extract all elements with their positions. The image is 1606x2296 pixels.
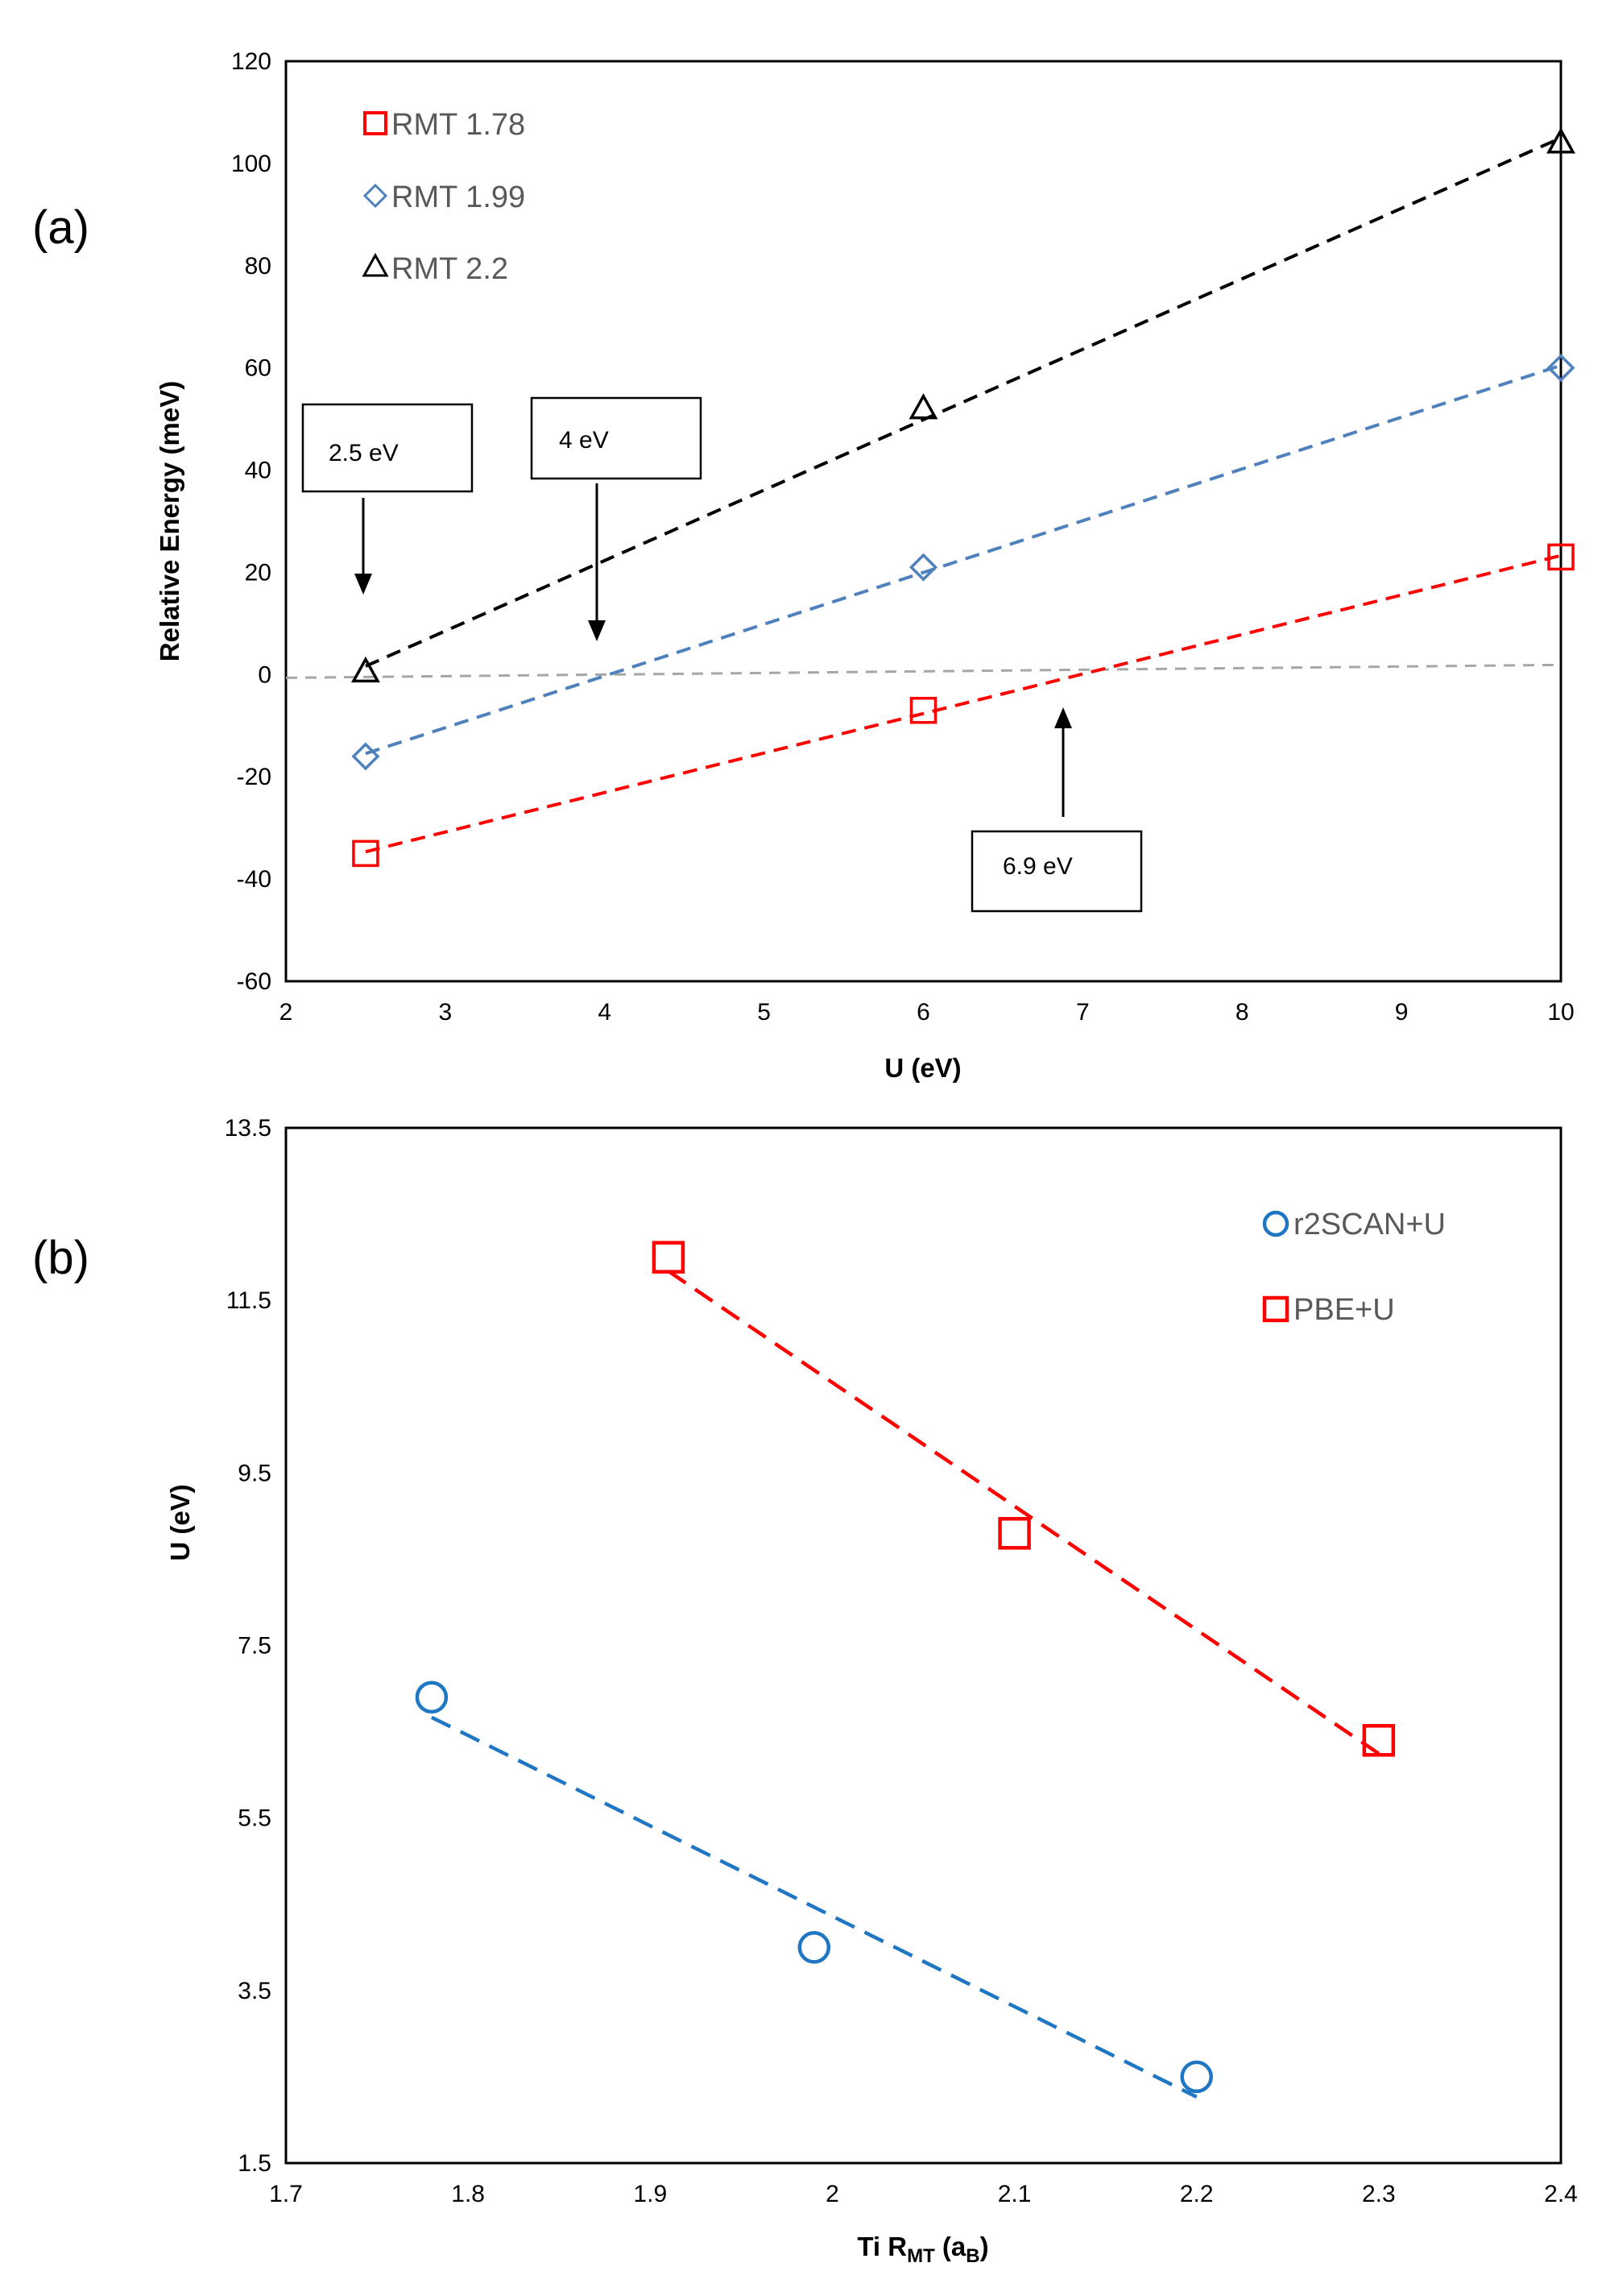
panel-b-label: (b) xyxy=(32,1232,89,1284)
data-point xyxy=(1546,354,1575,383)
panel-b-y-axis-title: U (eV) xyxy=(165,1484,195,1560)
trend-line-pbe-u xyxy=(667,1270,1380,1755)
data-point xyxy=(351,742,380,771)
panel-a-data-points xyxy=(350,127,1575,868)
panel-b-x-axis-title: Ti RMT (aB) xyxy=(857,2232,988,2267)
legend-marker-rmt-2-2 xyxy=(362,252,389,277)
panel-a-y-axis-title: Relative Energy (meV) xyxy=(155,381,184,661)
annotation-box xyxy=(530,396,702,480)
x-tick-label: 2.4 xyxy=(1544,2181,1578,2207)
y-tick-label: -20 xyxy=(237,764,271,790)
x-tick-label: 1.9 xyxy=(633,2181,667,2207)
panel-b: (b) 1.7 1.8 1.9 2 2.1 2.2 2.3 2.4 1.5 3.5 5.5 7.5 9… xyxy=(32,1115,1578,2267)
panel-b-plot-area xyxy=(284,1126,1563,2165)
x-tick-label: 6 xyxy=(917,999,930,1026)
x-tick-label: 4 xyxy=(598,999,611,1026)
y-tick-label: 5.5 xyxy=(238,1805,271,1832)
annotation-box xyxy=(971,830,1143,913)
data-point xyxy=(1180,2060,1213,2094)
panel-a-zero-line xyxy=(285,663,1562,679)
y-tick-label: -40 xyxy=(237,866,271,893)
annotation-2-5-ev: 2.5 eV xyxy=(301,403,474,595)
legend-marker-pbe-u xyxy=(1262,1295,1289,1323)
data-point xyxy=(909,393,938,420)
x-tick-label: 2.3 xyxy=(1362,2181,1396,2207)
y-tick-label: 60 xyxy=(245,355,271,382)
annotation-6-9-ev: 6.9 eV xyxy=(971,707,1143,913)
y-tick-label: 80 xyxy=(245,253,271,280)
annotation-label: 2.5 eV xyxy=(329,440,399,466)
x-tick-label: 10 xyxy=(1547,999,1574,1026)
y-tick-label: 9.5 xyxy=(238,1460,271,1486)
panel-a-x-tick-labels: 2 3 4 5 6 7 8 9 10 xyxy=(279,999,1575,1026)
zero-reference-line xyxy=(285,663,1562,679)
data-point xyxy=(909,553,938,582)
panel-a-x-axis-title: U (eV) xyxy=(884,1053,961,1083)
panel-b-trend-lines xyxy=(430,1270,1380,2099)
annotation-label: 4 eV xyxy=(559,427,609,454)
data-point xyxy=(797,1931,831,1964)
y-tick-label: 100 xyxy=(231,151,271,177)
arrow-head-icon xyxy=(354,574,372,595)
data-point xyxy=(415,1681,449,1714)
legend-marker-rmt-1-99 xyxy=(362,183,388,209)
x-tick-label: 9 xyxy=(1395,999,1409,1026)
y-tick-label: 120 xyxy=(231,48,271,75)
data-point xyxy=(350,656,380,683)
legend-marker-r2scan-u xyxy=(1262,1210,1289,1237)
y-tick-label: 11.5 xyxy=(226,1287,271,1314)
legend-label-rmt-1-99: RMT 1.99 xyxy=(391,180,525,214)
annotation-4-ev: 4 eV xyxy=(530,396,702,641)
legend-marker-rmt-1-78 xyxy=(363,111,387,135)
trend-line-r2scan-u xyxy=(430,1715,1198,2099)
x-tick-label: 7 xyxy=(1076,999,1090,1026)
x-tick-label: 2 xyxy=(279,999,293,1026)
x-tick-label: 1.7 xyxy=(269,2181,303,2207)
data-point xyxy=(1362,1724,1396,1757)
y-tick-label: 3.5 xyxy=(238,1978,271,2004)
legend-label-rmt-1-78: RMT 1.78 xyxy=(391,108,525,142)
y-tick-label: 1.5 xyxy=(238,2150,271,2177)
legend-label-r2scan-u: r2SCAN+U xyxy=(1293,1208,1446,1241)
panel-a-label: (a) xyxy=(32,201,89,254)
data-point xyxy=(998,1517,1031,1550)
y-tick-label: 20 xyxy=(245,559,271,586)
panel-a: (a) 2 3 4 5 6 7 8 9 10 -60-40-20020406080100120 … xyxy=(32,48,1575,1083)
panel-a-trend-lines xyxy=(365,136,1562,854)
x-tick-label: 1.8 xyxy=(451,2181,485,2207)
panel-a-plot-area xyxy=(284,60,1563,983)
arrow-head-icon xyxy=(588,620,606,641)
arrow-head-icon xyxy=(1054,707,1072,728)
data-point xyxy=(1547,543,1575,571)
panel-b-data-points xyxy=(415,1241,1396,2094)
data-point xyxy=(352,839,379,868)
panel-b-x-tick-labels: 1.7 1.8 1.9 2 2.1 2.2 2.3 2.4 xyxy=(269,2181,1578,2207)
panel-b-y-tick-labels: 1.5 3.5 5.5 7.5 9.5 11.5 13.5 xyxy=(225,1115,271,2177)
data-point xyxy=(1546,127,1575,154)
trend-line-rmt-1-78 xyxy=(365,553,1562,854)
annotation-box xyxy=(301,403,474,493)
data-point xyxy=(909,696,938,724)
x-tick-label: 2.1 xyxy=(998,2181,1032,2207)
x-tick-label: 5 xyxy=(757,999,771,1026)
panel-a-legend: RMT 1.78 RMT 1.99 RMT 2.2 xyxy=(362,108,525,286)
x-tick-label: 3 xyxy=(439,999,453,1026)
y-tick-label: -60 xyxy=(237,968,271,995)
x-tick-label: 8 xyxy=(1236,999,1249,1026)
x-tick-label: 2.2 xyxy=(1180,2181,1214,2207)
y-tick-label: 40 xyxy=(245,458,271,484)
legend-label-pbe-u: PBE+U xyxy=(1293,1293,1395,1327)
trend-line-rmt-2-2 xyxy=(365,136,1562,668)
panel-a-y-tick-labels: -60 -40 -20 0 20 40 60 80 100 120 xyxy=(231,48,271,995)
panel-b-legend: r2SCAN+U PBE+U xyxy=(1262,1208,1446,1327)
y-tick-label: 0 xyxy=(258,661,271,688)
y-tick-label: 13.5 xyxy=(225,1115,271,1142)
data-point xyxy=(652,1241,685,1274)
y-tick-label: 7.5 xyxy=(238,1633,271,1660)
legend-label-rmt-2-2: RMT 2.2 xyxy=(391,252,508,286)
x-tick-label: 2 xyxy=(826,2181,839,2207)
annotation-label: 6.9 eV xyxy=(1003,853,1073,880)
